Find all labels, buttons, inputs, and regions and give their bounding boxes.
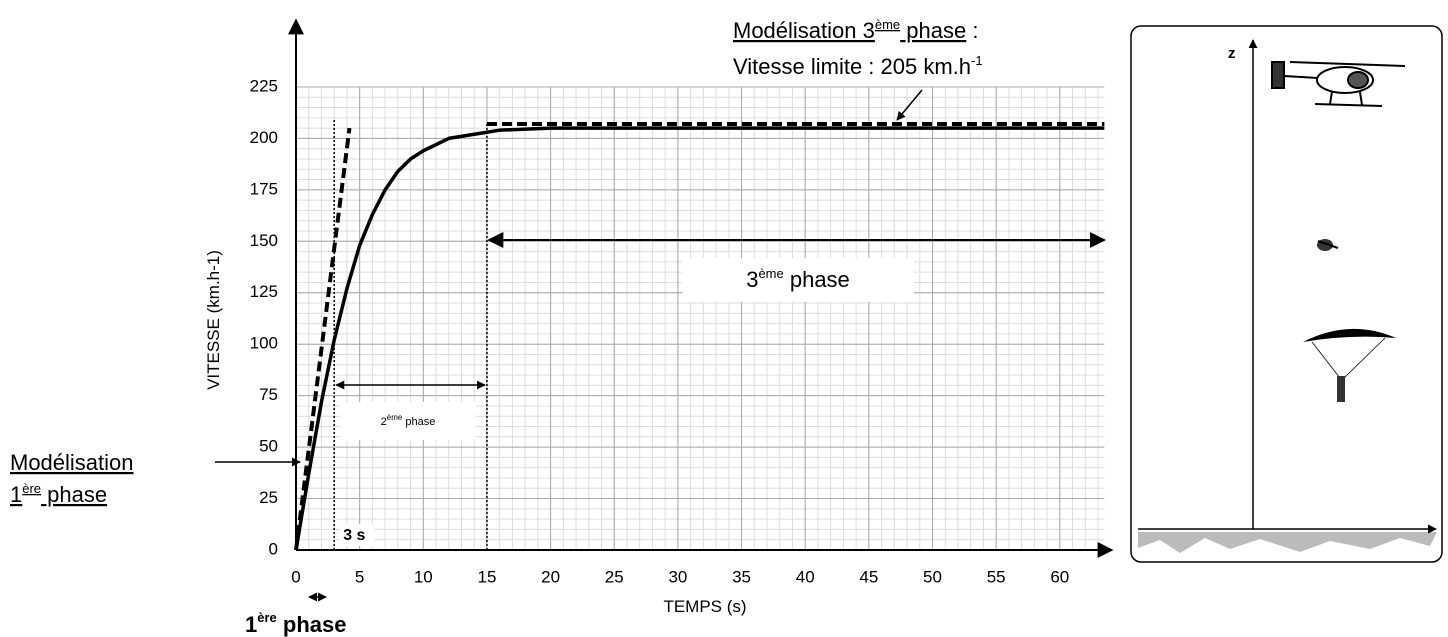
x-tick-label: 20 — [541, 567, 560, 586]
z-label: z — [1228, 45, 1236, 62]
x-tick-label: 30 — [668, 567, 687, 586]
pointer-arrow — [897, 90, 922, 120]
x-tick-label: 5 — [355, 567, 364, 586]
y-tick-label: 125 — [250, 282, 278, 301]
x-tick-label: 55 — [987, 567, 1006, 586]
diagram: z — [1131, 26, 1442, 562]
y-tick-label: 50 — [259, 437, 278, 456]
x-tick-label: 40 — [796, 567, 815, 586]
diagram-frame — [1131, 26, 1442, 562]
x-tick-label: 35 — [732, 567, 751, 586]
text-part: phase — [784, 267, 850, 292]
phase1-model-label: Modélisation — [10, 450, 134, 475]
y-tick-label: 150 — [250, 231, 278, 250]
y-tick-label: 0 — [269, 539, 278, 558]
y-tick-label: 75 — [259, 385, 278, 404]
page: {"chart_data": { "type": "line", "xlabel… — [0, 0, 1448, 637]
phase1-model-label: 1ère phase — [10, 481, 107, 507]
y-tick-label: 25 — [259, 488, 278, 507]
text-part: ème — [387, 413, 403, 422]
x-tick-label: 0 — [291, 567, 300, 586]
limit-value-label: Vitesse limite : 205 km.h-1 — [733, 53, 983, 79]
x-tick-label: 50 — [923, 567, 942, 586]
x-tick-label: 45 — [859, 567, 878, 586]
t3-label: 3 s — [343, 527, 365, 544]
x-tick-label: 25 — [605, 567, 624, 586]
x-tick-label: 15 — [477, 567, 496, 586]
y-axis-title: VITESSE (km.h-1) — [204, 250, 223, 390]
x-tick-label: 10 — [414, 567, 433, 586]
limit-model-label: Modélisation 3ème phase : — [733, 17, 978, 43]
y-tick-label: 100 — [250, 334, 278, 353]
text-part: ème — [758, 266, 783, 281]
x-tick-label: 60 — [1050, 567, 1069, 586]
y-tick-label: 175 — [250, 179, 278, 198]
text-part: phase — [402, 416, 435, 428]
dashed-line — [296, 128, 349, 550]
phase1-label: 1ère phase — [245, 610, 346, 637]
chart: TEMPS (s) VITESSE (km.h-1) Modélisation … — [0, 0, 1448, 637]
text-part: 3 — [746, 267, 758, 292]
y-tick-label: 225 — [250, 76, 278, 95]
x-axis-title: TEMPS (s) — [663, 597, 746, 616]
y-tick-label: 200 — [250, 128, 278, 147]
